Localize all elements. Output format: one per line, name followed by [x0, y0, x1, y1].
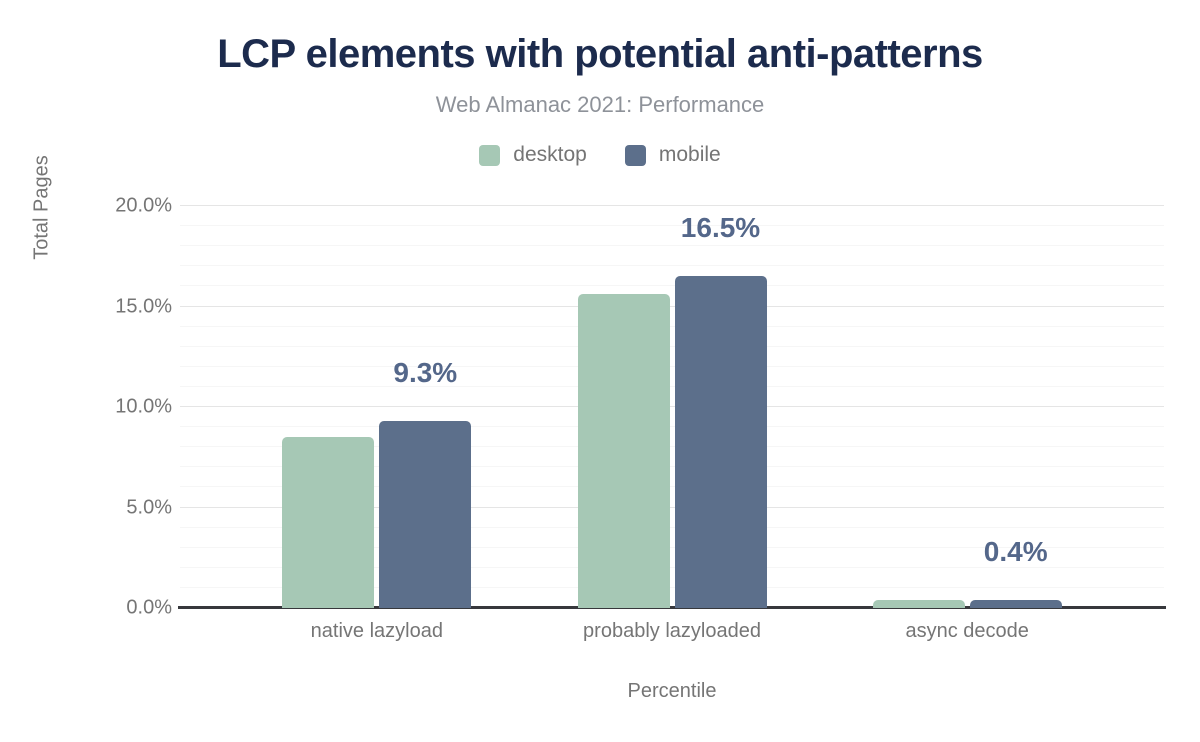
- y-tick-label: 0.0%: [126, 596, 172, 619]
- minor-gridline: [180, 265, 1164, 267]
- legend-item-desktop[interactable]: desktop: [479, 143, 587, 167]
- minor-gridline: [180, 446, 1164, 448]
- bar-desktop-async-decode[interactable]: [872, 599, 965, 608]
- x-category-label-async-decode: async decode: [905, 620, 1029, 642]
- data-label-probably-lazyloaded: 16.5%: [680, 212, 761, 244]
- plot-area: 9.3% 16.5% 0.4% native lazyload probably la…: [178, 205, 1166, 642]
- legend-label-mobile: mobile: [658, 143, 721, 166]
- bar-group-probably-lazyloaded: [577, 276, 767, 608]
- data-label-native-lazyload: 9.3%: [393, 357, 458, 389]
- legend: desktop mobile: [0, 143, 1200, 167]
- bar-group-native-lazyload: [282, 421, 472, 608]
- minor-gridline: [180, 325, 1164, 327]
- y-tick-label: 20.0%: [115, 194, 172, 217]
- bar-mobile-async-decode[interactable]: [969, 599, 1062, 608]
- minor-gridline: [180, 365, 1164, 367]
- major-gridline: [180, 506, 1164, 508]
- mobile-series-swatch: [624, 144, 646, 166]
- x-category-label-probably-lazyloaded: probably lazyloaded: [583, 620, 761, 642]
- data-label-async-decode: 0.4%: [983, 535, 1048, 567]
- minor-gridline: [180, 526, 1164, 528]
- minor-gridline: [180, 225, 1164, 227]
- bar-group-async-decode: [872, 599, 1062, 608]
- minor-gridline: [180, 466, 1164, 468]
- x-axis-line: [178, 606, 1166, 609]
- minor-gridline: [180, 426, 1164, 428]
- y-tick-label: 10.0%: [115, 395, 172, 418]
- minor-gridline: [180, 245, 1164, 247]
- bar-desktop-probably-lazyloaded[interactable]: [577, 294, 670, 608]
- legend-label-desktop: desktop: [513, 143, 587, 166]
- x-axis-title: Percentile: [627, 680, 717, 702]
- major-gridline: [180, 406, 1164, 407]
- legend-item-mobile[interactable]: mobile: [624, 143, 721, 167]
- x-category-label-native-lazyload: native lazyload: [310, 620, 443, 642]
- major-gridline: [180, 205, 1164, 206]
- y-tick-label: 15.0%: [115, 295, 172, 317]
- minor-gridline: [180, 385, 1164, 387]
- y-tick-label: 5.0%: [126, 496, 172, 518]
- bar-mobile-probably-lazyloaded[interactable]: [674, 276, 767, 608]
- minor-gridline: [180, 345, 1164, 347]
- bar-desktop-native-lazyload[interactable]: [282, 437, 375, 608]
- minor-gridline: [180, 566, 1164, 568]
- bar-mobile-native-lazyload[interactable]: [379, 421, 472, 608]
- major-gridline: [180, 305, 1164, 307]
- chart-title: LCP elements with potential anti-pattern…: [217, 32, 983, 76]
- minor-gridline: [180, 285, 1164, 287]
- minor-gridline: [180, 586, 1164, 588]
- desktop-series-swatch: [479, 144, 501, 166]
- chart-subtitle: Web Almanac 2021: Performance: [435, 92, 765, 117]
- minor-gridline: [180, 546, 1164, 548]
- minor-gridline: [180, 486, 1164, 488]
